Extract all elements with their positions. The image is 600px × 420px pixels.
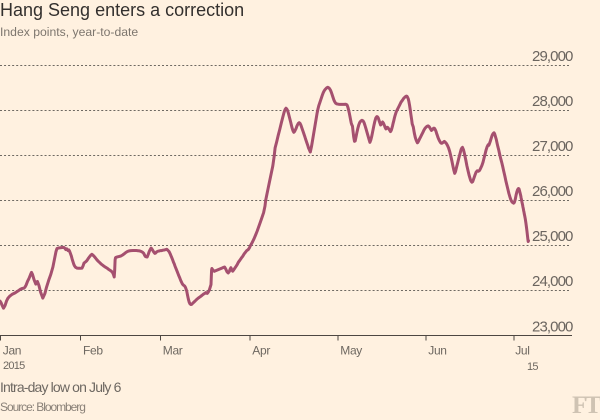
- svg-text:Feb: Feb: [83, 344, 103, 358]
- svg-text:24,000: 24,000: [532, 273, 573, 290]
- svg-text:23,000: 23,000: [532, 318, 573, 335]
- svg-text:Jun: Jun: [428, 344, 446, 358]
- svg-text:28,000: 28,000: [532, 93, 573, 110]
- svg-text:Mar: Mar: [163, 344, 183, 358]
- svg-text:25,000: 25,000: [532, 228, 573, 245]
- svg-text:Apr: Apr: [252, 344, 270, 358]
- svg-text:Jul: Jul: [515, 344, 529, 358]
- svg-text:27,000: 27,000: [532, 138, 573, 155]
- svg-text:Jan: Jan: [3, 344, 21, 358]
- svg-text:15: 15: [527, 361, 538, 373]
- svg-text:29,000: 29,000: [532, 48, 573, 65]
- svg-text:26,000: 26,000: [532, 183, 573, 200]
- svg-text:2015: 2015: [3, 360, 25, 372]
- svg-text:May: May: [340, 344, 362, 358]
